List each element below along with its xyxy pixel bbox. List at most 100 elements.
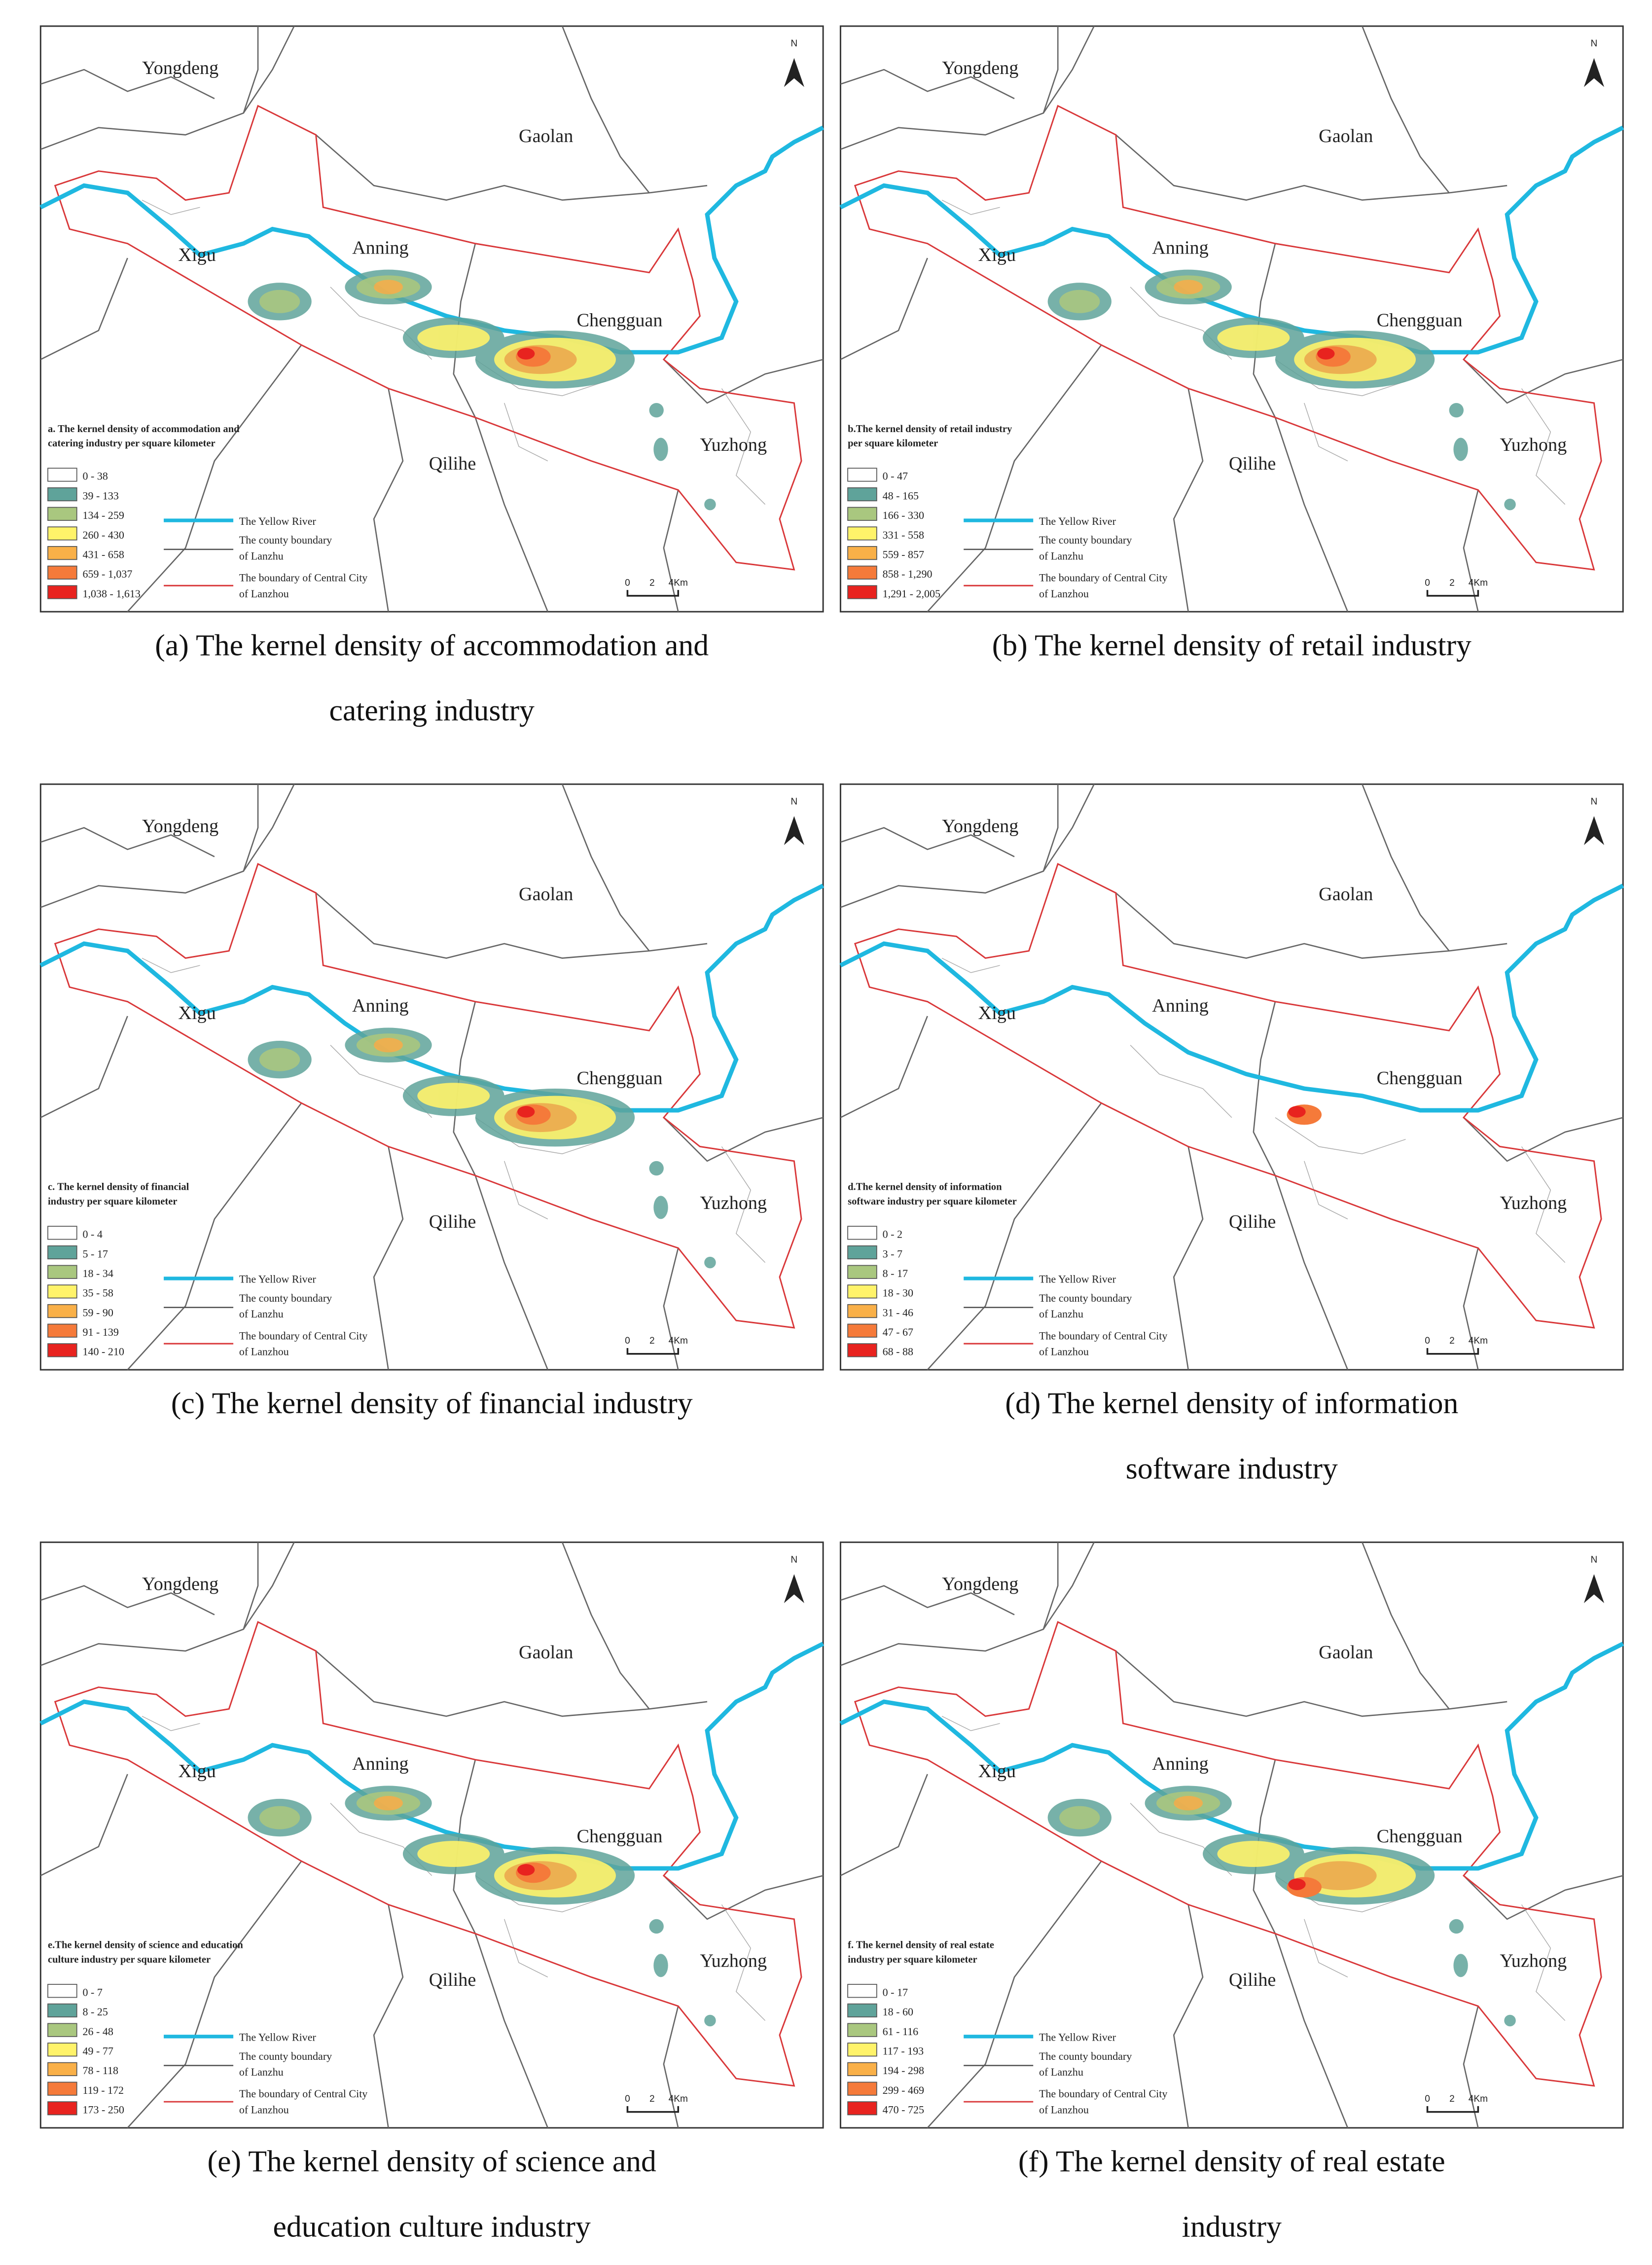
legend-swatch — [847, 1984, 877, 1998]
legend-class: 0 - 7 — [83, 1986, 103, 1999]
place-label: Qilihe — [1229, 453, 1276, 474]
legend-class: 0 - 2 — [883, 1228, 902, 1241]
density-layer — [516, 1863, 551, 1883]
place-label: Yuzhong — [1500, 1951, 1567, 1972]
legend-class: 1,291 - 2,005 — [883, 587, 940, 600]
place-label: Gaolan — [1319, 884, 1373, 905]
base-map — [840, 1542, 1623, 2128]
base-map — [40, 26, 823, 612]
legend-swatch — [47, 2101, 77, 2116]
place-label: Yongdeng — [142, 58, 218, 78]
legend-swatch — [47, 1226, 77, 1240]
legend-swatch — [47, 487, 77, 502]
scale-bar — [626, 590, 680, 597]
north-label: N — [1591, 38, 1598, 49]
caption: (d) The kernel density of information — [1005, 1387, 1458, 1420]
scale-label: 4Km — [1469, 2094, 1488, 2104]
scale-bar — [626, 1348, 680, 1355]
legend-swatch — [847, 2003, 877, 2018]
density-layer — [1287, 1877, 1322, 1898]
legend-swatch — [47, 1343, 77, 1357]
legend-item: The boundary of Central City — [239, 571, 367, 584]
legend-item: of Lanzhu — [239, 2066, 284, 2078]
legend-class: 858 - 1,290 — [883, 568, 933, 580]
legend-swatch — [47, 2062, 77, 2077]
place-label: Chengguan — [577, 310, 663, 330]
legend-item: of Lanzhou — [1039, 2104, 1089, 2116]
legend-swatch — [47, 585, 77, 599]
base-map — [40, 1542, 823, 2128]
legend-swatch — [847, 2101, 877, 2116]
legend-swatch — [47, 2082, 77, 2096]
place-label: Chengguan — [577, 1826, 663, 1847]
legend-class: 117 - 193 — [883, 2045, 924, 2057]
caption: industry — [1182, 2210, 1282, 2243]
legend-swatch — [47, 546, 77, 560]
legend-item: of Lanzhou — [239, 1346, 289, 1358]
scale-label: 4Km — [1469, 1336, 1488, 1346]
legend-class: 559 - 857 — [883, 548, 924, 560]
legend-class: 8 - 25 — [83, 2006, 108, 2018]
place-label: Yuzhong — [1500, 435, 1567, 455]
place-label: Yuzhong — [700, 1951, 767, 1972]
place-label: Gaolan — [519, 126, 573, 146]
legend-class: 5 - 17 — [83, 1247, 108, 1260]
scale-label: 4Km — [669, 578, 688, 588]
place-label: Qilihe — [1229, 1211, 1276, 1232]
place-label: Qilihe — [429, 1211, 476, 1232]
map-panel: Yongdeng Gaolan Anning Xigu Chengguan Yuzhong… — [40, 784, 823, 1370]
legend-title: software industry per square kilometer — [848, 1196, 1017, 1207]
density-layer — [516, 346, 551, 367]
legend-class: 59 - 90 — [83, 1306, 113, 1318]
legend-item: of Lanzhou — [1039, 1346, 1089, 1358]
place-label: Gaolan — [519, 884, 573, 905]
legend-class: 0 - 17 — [883, 1986, 908, 1999]
place-label: Xigu — [978, 245, 1016, 265]
place-label: Yongdeng — [942, 58, 1018, 78]
place-label: Qilihe — [429, 453, 476, 474]
scale-label: 0 — [1425, 578, 1430, 588]
scale-label: 0 — [1425, 2094, 1430, 2104]
legend-swatch — [847, 1265, 877, 1279]
place-label: Chengguan — [1377, 1826, 1463, 1847]
legend-swatch — [47, 526, 77, 541]
legend-swatch — [847, 1226, 877, 1240]
legend-swatch — [47, 1984, 77, 1998]
place-label: Gaolan — [1319, 126, 1373, 146]
legend-class: 18 - 60 — [883, 2006, 913, 2018]
legend-title: industry per square kilometer — [848, 1954, 977, 1965]
legend-class: 47 - 67 — [883, 1326, 913, 1338]
caption: (e) The kernel density of science and — [208, 2145, 656, 2178]
legend-swatch — [47, 1265, 77, 1279]
legend-class: 31 - 46 — [883, 1306, 913, 1318]
legend-item: of Lanzhu — [1039, 1308, 1083, 1320]
legend-item: of Lanzhu — [239, 549, 284, 562]
caption: catering industry — [329, 694, 535, 728]
legend-class: 8 - 17 — [883, 1267, 908, 1279]
place-label: Chengguan — [577, 1068, 663, 1089]
legend-title: e.The kernel density of science and educ… — [48, 1940, 243, 1951]
place-label: Xigu — [978, 1003, 1016, 1023]
legend-class: 26 - 48 — [83, 2025, 113, 2038]
scale-label: 2 — [1449, 578, 1455, 588]
place-label: Gaolan — [519, 1642, 573, 1663]
place-label: Yongdeng — [942, 1574, 1018, 1595]
place-label: Yuzhong — [700, 435, 767, 455]
legend-swatch — [47, 1323, 77, 1338]
caption: (f) The kernel density of real estate — [1018, 2145, 1445, 2178]
legend-class: 166 - 330 — [883, 509, 924, 521]
place-label: Anning — [352, 995, 409, 1016]
density-layer — [516, 1104, 551, 1125]
caption: (a) The kernel density of accommodation … — [155, 628, 709, 662]
legend-swatch — [47, 1304, 77, 1318]
legend-item: The boundary of Central City — [1039, 1329, 1167, 1342]
legend-title: c. The kernel density of financial — [48, 1182, 189, 1193]
legend-item: The Yellow River — [239, 515, 317, 527]
legend-swatch — [847, 1343, 877, 1357]
legend-item: The county boundary — [239, 2050, 332, 2062]
legend-title: b.The kernel density of retail industry — [848, 424, 1012, 435]
legend-swatch — [847, 585, 877, 599]
legend-item: of Lanzhu — [1039, 549, 1083, 562]
